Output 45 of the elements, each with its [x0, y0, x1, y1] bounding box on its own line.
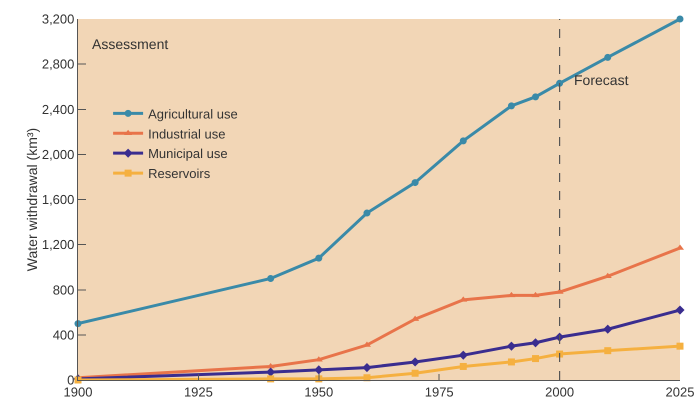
point [506, 342, 516, 351]
point [460, 137, 467, 144]
point [604, 54, 612, 61]
y-tick-label: 2,000 [42, 146, 74, 162]
point [412, 179, 419, 186]
point [267, 274, 274, 282]
point [556, 350, 564, 358]
legend-label: Agricultural use [148, 106, 238, 122]
point [530, 338, 540, 348]
point [532, 93, 540, 100]
x-tick-label: 1950 [304, 384, 334, 400]
point [266, 362, 275, 368]
y-tick-label: 400 [52, 327, 74, 342]
x-tick-label: 1975 [424, 384, 454, 400]
legend-label: Reservoirs [148, 166, 211, 182]
y-tick-label: 800 [52, 282, 74, 298]
point [676, 16, 684, 22]
legend-label: Municipal use [148, 146, 228, 162]
point [675, 306, 685, 315]
point [362, 363, 372, 372]
y-tick-label: 2,800 [42, 56, 74, 72]
point [507, 292, 516, 298]
point [603, 324, 612, 334]
point [363, 210, 370, 217]
point [532, 355, 540, 362]
legend-label: Industrial use [148, 126, 226, 142]
y-tick-label: 1,200 [42, 237, 74, 252]
point [412, 370, 419, 377]
point [508, 102, 515, 110]
annotation: Forecast [574, 72, 629, 88]
y-tick-label: 1,600 [42, 192, 74, 208]
point [676, 342, 684, 350]
y-axis-title: Water withdrawal (km³) [24, 128, 40, 272]
y-tick-label: 2,400 [42, 102, 74, 117]
point [315, 254, 322, 262]
x-tick-label: 2025 [666, 384, 694, 400]
annotation: Assessment [92, 36, 168, 52]
x-tick-label: 2000 [545, 384, 574, 400]
x-tick-label: 1925 [184, 384, 213, 400]
y-tick-label: 3,200 [42, 12, 74, 27]
point [604, 347, 612, 354]
point [508, 358, 515, 366]
point [458, 350, 468, 360]
point [410, 357, 420, 366]
point [460, 362, 467, 370]
